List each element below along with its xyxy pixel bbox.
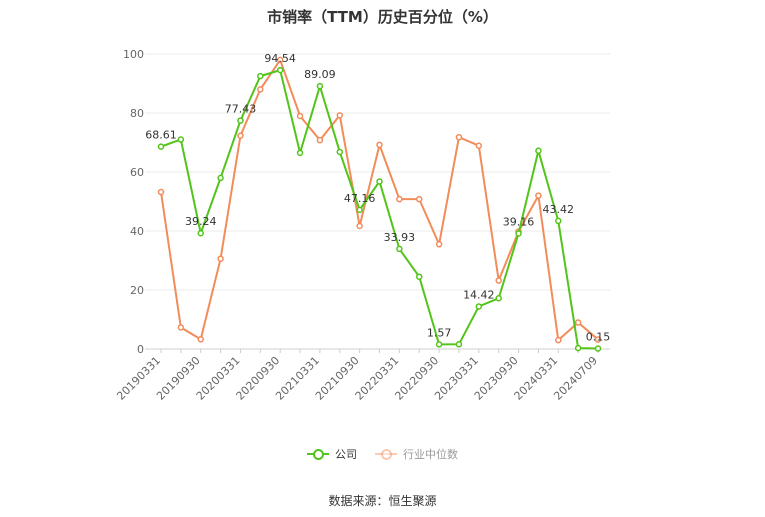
data-point-1 <box>574 319 582 326</box>
data-point-0 <box>535 147 542 155</box>
data-point-0 <box>257 72 264 80</box>
data-point-1 <box>296 112 304 120</box>
data-point-0 <box>237 117 244 124</box>
data-point-1 <box>594 336 602 343</box>
y-tick-label: 40 <box>130 225 144 238</box>
legend-label-industry-median: 行业中位数 <box>403 448 458 461</box>
data-label: 94.54 <box>264 52 296 65</box>
data-label: 39.24 <box>185 215 217 228</box>
data-point-1 <box>415 195 423 203</box>
data-point-1 <box>336 112 344 119</box>
data-point-0 <box>455 341 463 348</box>
y-tick-label: 20 <box>130 284 144 297</box>
data-point-0 <box>475 303 483 310</box>
legend-item-company[interactable]: 公司 <box>307 446 357 462</box>
data-point-1 <box>177 324 185 331</box>
data-point-1 <box>316 136 324 144</box>
data-point-1 <box>396 195 403 203</box>
data-point-0 <box>376 178 383 185</box>
data-point-1 <box>435 241 443 248</box>
chart-title: 市销率（TTM）历史百分位（%） <box>267 8 498 26</box>
data-point-1 <box>197 336 204 343</box>
legend-item-industry-median[interactable]: 行业中位数 <box>375 446 458 462</box>
data-label: 47.16 <box>344 192 376 205</box>
data-point-1 <box>475 142 483 149</box>
data-point-1 <box>356 222 363 230</box>
x-tick-label: 20240709 <box>551 354 600 403</box>
data-point-1 <box>276 56 284 64</box>
data-point-1 <box>455 133 463 141</box>
data-point-0 <box>415 273 423 280</box>
data-point-0 <box>515 230 522 237</box>
data-point-0 <box>356 206 363 214</box>
y-tick-label: 100 <box>123 48 144 61</box>
data-label: 14.42 <box>463 288 495 301</box>
y-tick-label: 80 <box>130 107 144 120</box>
legend-swatch-company <box>307 448 329 460</box>
data-point-0 <box>555 217 562 225</box>
data-point-0 <box>276 66 284 74</box>
data-label: 68.61 <box>145 129 177 142</box>
data-point-0 <box>197 229 204 237</box>
data-point-0 <box>396 245 403 253</box>
data-point-0 <box>594 345 602 352</box>
data-point-1 <box>217 255 224 262</box>
data-source: 数据来源：恒生聚源 <box>328 494 437 508</box>
data-point-1 <box>535 192 542 199</box>
data-label: 77.43 <box>225 103 257 116</box>
data-point-0 <box>435 341 443 348</box>
data-label: 89.09 <box>304 68 336 81</box>
data-point-0 <box>574 344 582 352</box>
data-point-1 <box>237 132 244 139</box>
data-point-1 <box>555 336 562 344</box>
y-tick-label: 0 <box>137 343 144 356</box>
data-point-0 <box>296 149 304 157</box>
data-point-0 <box>177 136 185 143</box>
data-label: 39.16 <box>503 215 535 228</box>
data-point-1 <box>157 188 165 196</box>
data-point-0 <box>495 295 502 302</box>
data-point-0 <box>157 143 165 150</box>
data-point-0 <box>316 82 324 90</box>
legend: 公司 行业中位数 <box>0 446 765 462</box>
data-point-1 <box>376 141 383 149</box>
data-label: 33.93 <box>384 231 416 244</box>
y-tick-label: 60 <box>130 166 144 179</box>
data-point-0 <box>217 174 224 182</box>
legend-swatch-industry-median <box>375 448 397 460</box>
data-point-1 <box>257 86 264 93</box>
data-point-0 <box>336 148 344 156</box>
legend-label-company: 公司 <box>335 448 357 461</box>
data-point-1 <box>495 277 502 284</box>
data-label: 1.57 <box>427 326 452 339</box>
data-label: 43.42 <box>543 203 575 216</box>
data-label: 0.15 <box>586 331 611 344</box>
